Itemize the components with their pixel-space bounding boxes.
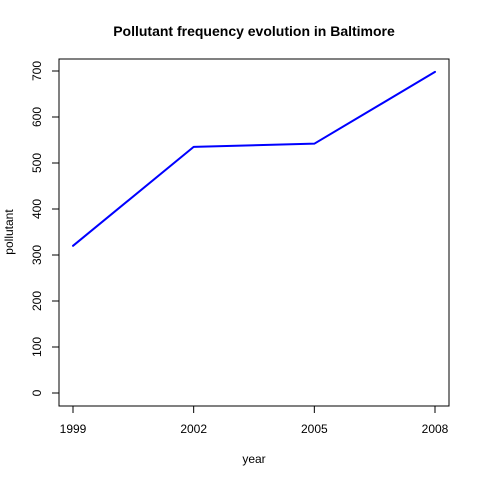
y-tick-label: 0: [30, 389, 44, 396]
y-axis: 0 100 200 300 400 500 600 700: [30, 61, 59, 396]
y-tick-label: 400: [30, 199, 44, 219]
y-tick-label: 300: [30, 245, 44, 265]
plot-frame: [58, 58, 450, 407]
x-tick-label: 1999: [60, 422, 87, 436]
y-tick-label: 100: [30, 337, 44, 357]
x-tick-label: 2008: [422, 422, 449, 436]
series-line: [72, 70, 436, 247]
y-tick-label: 500: [30, 153, 44, 173]
y-tick-label: 700: [30, 61, 44, 81]
series-layer: [72, 70, 436, 247]
x-axis-title: year: [242, 452, 265, 466]
y-axis-title: pollutant: [2, 209, 16, 255]
x-tick-label: 2002: [180, 422, 207, 436]
chart-title: Pollutant frequency evolution in Baltimo…: [113, 23, 395, 39]
x-tick-label: 2005: [301, 422, 328, 436]
y-tick-label: 600: [30, 107, 44, 127]
y-tick-label: 200: [30, 291, 44, 311]
x-axis: 1999 2002 2005 2008: [60, 406, 449, 436]
